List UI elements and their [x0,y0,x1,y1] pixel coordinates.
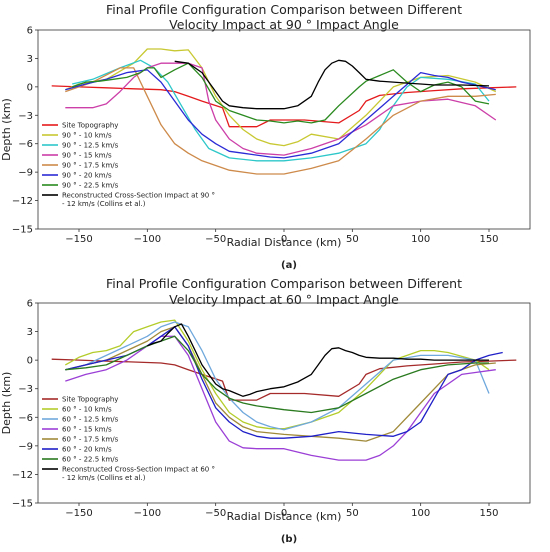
y-tick-label: −15 [12,499,33,510]
legend-label: Reconstructed Cross-Section Impact at 90… [62,192,215,209]
y-tick-label: −12 [12,470,33,481]
x-tick-label: 150 [479,234,498,245]
legend-label: 90 ° - 20 km/s [62,172,112,180]
legend-label: 90 ° - 17.5 km/s [62,162,119,170]
x-tick-label: 150 [479,508,498,519]
x-tick-label: −150 [65,234,92,245]
series-line-7 [71,62,490,124]
series-line-5 [65,326,496,442]
series-line-2 [64,319,490,430]
panel-caption: (b) [281,534,297,545]
series-line-1 [51,358,517,401]
chart-title-line: Final Profile Configuration Comparison b… [106,276,462,291]
chart-title-line: Final Profile Configuration Comparison b… [106,2,462,17]
series-line-8 [147,323,489,397]
y-tick-label: −6 [18,413,33,424]
y-tick-label: −15 [12,225,33,236]
series-group [51,319,517,461]
series-group [51,48,517,175]
x-tick-label: −100 [134,234,161,245]
x-tick-label: 50 [346,234,359,245]
chart-title-line: Velocity Impact at 60 ° Impact Angle [169,292,399,307]
legend-label: Site Topography [62,396,118,404]
legend-label: 60 ° - 10 km/s [62,406,112,414]
chart-title-line: Velocity Impact at 90 ° Impact Angle [169,17,399,32]
y-tick-label: 0 [27,356,33,367]
x-tick-label: −150 [65,508,92,519]
chart-panel-b: Final Profile Configuration Comparison b… [0,276,531,545]
y-tick-label: 3 [27,54,33,65]
x-tick-label: 0 [281,508,287,519]
legend: Site Topography 60 ° - 10 km/s 60 ° - 12.5… [42,396,215,483]
x-tick-label: −100 [134,508,161,519]
x-axis-label: Radial Distance (km) [227,510,342,523]
series-line-6 [65,69,496,159]
legend-label: 60 ° - 22.5 km/s [62,456,119,464]
x-tick-label: −50 [205,234,226,245]
series-line-8 [174,59,490,110]
y-axis-label: Depth (km) [0,98,13,161]
x-tick-label: 0 [281,234,287,245]
x-axis-label: Radial Distance (km) [227,236,342,249]
legend-label: Site Topography [62,122,118,130]
y-axis-label: Depth (km) [0,372,13,435]
y-tick-label: −12 [12,196,33,207]
series-line-6 [65,326,503,439]
legend-label: 60 ° - 20 km/s [62,446,112,454]
y-tick-label: 0 [27,82,33,93]
y-tick-label: 6 [27,299,33,310]
x-tick-label: −50 [205,508,226,519]
y-tick-label: 3 [27,327,33,338]
series-line-4 [65,62,497,156]
series-line-3 [72,59,490,162]
legend-label: 60 ° - 17.5 km/s [62,436,119,444]
series-line-2 [65,48,497,147]
x-tick-label: 100 [411,234,430,245]
x-tick-label: 50 [346,508,359,519]
series-line-5 [65,67,496,175]
legend-label: 90 ° - 12.5 km/s [62,142,119,150]
legend-label: 90 ° - 22.5 km/s [62,182,119,190]
y-tick-label: −3 [18,111,33,122]
series-line-7 [65,335,489,414]
legend-label: Reconstructed Cross-Section Impact at 60… [62,466,215,483]
legend: Site Topography 90 ° - 10 km/s 90 ° - 12.5… [42,122,215,209]
legend-label: 60 ° - 15 km/s [62,426,112,434]
y-tick-label: −9 [18,168,33,179]
y-tick-label: −3 [18,384,33,395]
legend-label: 60 ° - 12.5 km/s [62,416,119,424]
series-line-1 [51,85,517,128]
legend-label: 90 ° - 10 km/s [62,132,112,140]
y-tick-label: −6 [18,139,33,150]
chart-panel-a: Final Profile Configuration Comparison b… [0,2,531,271]
panel-caption: (a) [281,260,297,271]
x-tick-label: 100 [411,508,430,519]
legend-label: 90 ° - 15 km/s [62,152,112,160]
y-tick-label: 6 [27,26,33,37]
y-tick-label: −9 [18,441,33,452]
